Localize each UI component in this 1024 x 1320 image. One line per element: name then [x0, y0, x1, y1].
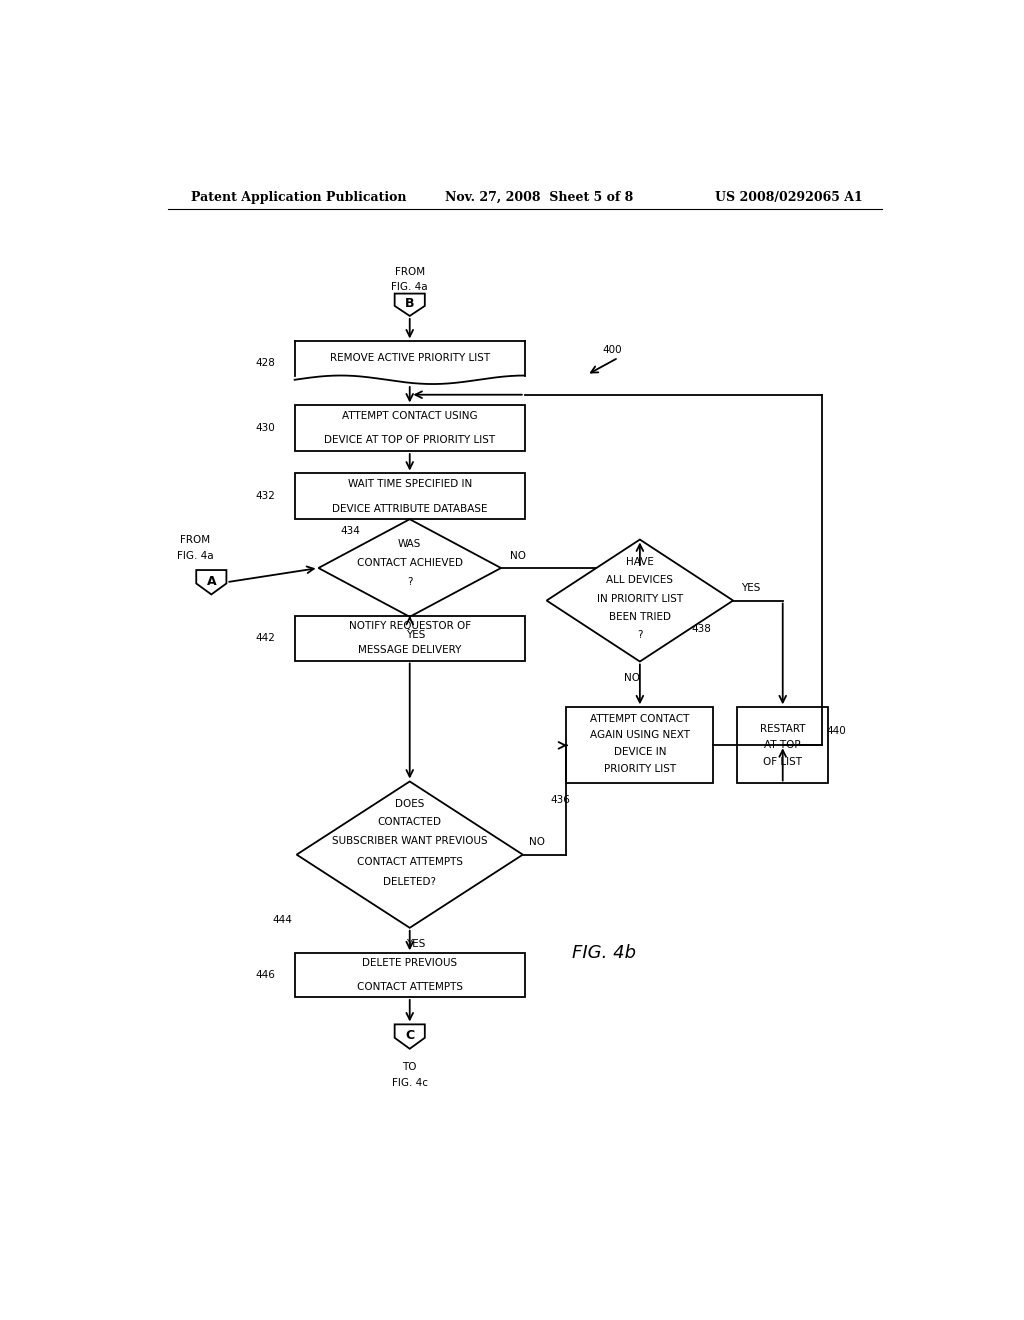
Text: WAIT TIME SPECIFIED IN: WAIT TIME SPECIFIED IN	[347, 479, 472, 490]
Text: ?: ?	[637, 630, 643, 640]
Text: FROM: FROM	[394, 267, 425, 277]
Bar	[566, 708, 714, 784]
Text: C: C	[406, 1028, 415, 1041]
Polygon shape	[318, 519, 501, 616]
Text: A: A	[207, 574, 216, 587]
Text: NOTIFY REQUESTOR OF: NOTIFY REQUESTOR OF	[348, 620, 471, 631]
Text: DEVICE AT TOP OF PRIORITY LIST: DEVICE AT TOP OF PRIORITY LIST	[325, 436, 496, 445]
Text: 442: 442	[255, 634, 274, 643]
Text: DELETED?: DELETED?	[383, 876, 436, 887]
Bar	[295, 615, 525, 660]
Text: 430: 430	[255, 424, 274, 433]
Text: OF LIST: OF LIST	[763, 756, 802, 767]
Text: FIG. 4c: FIG. 4c	[392, 1078, 428, 1088]
Text: YES: YES	[407, 939, 426, 949]
Text: NO: NO	[624, 673, 640, 682]
Text: ?: ?	[407, 577, 413, 587]
Text: 434: 434	[340, 527, 360, 536]
Text: Nov. 27, 2008  Sheet 5 of 8: Nov. 27, 2008 Sheet 5 of 8	[445, 190, 634, 203]
Text: Patent Application Publication: Patent Application Publication	[191, 190, 407, 203]
Text: DOES: DOES	[395, 799, 424, 809]
Polygon shape	[547, 540, 733, 661]
Text: 440: 440	[826, 726, 847, 737]
Text: REMOVE ACTIVE PRIORITY LIST: REMOVE ACTIVE PRIORITY LIST	[330, 352, 489, 363]
Text: 428: 428	[255, 358, 274, 368]
Text: YES: YES	[741, 583, 760, 593]
Text: FIG. 4b: FIG. 4b	[572, 944, 636, 962]
Text: AT TOP: AT TOP	[764, 741, 801, 750]
Text: RESTART: RESTART	[760, 725, 806, 734]
Text: NO: NO	[510, 550, 526, 561]
Text: ATTEMPT CONTACT: ATTEMPT CONTACT	[590, 714, 689, 723]
Text: AGAIN USING NEXT: AGAIN USING NEXT	[590, 730, 690, 741]
Text: 446: 446	[255, 970, 274, 979]
Text: ATTEMPT CONTACT USING: ATTEMPT CONTACT USING	[342, 411, 477, 421]
Text: CONTACT ATTEMPTS: CONTACT ATTEMPTS	[356, 982, 463, 993]
Text: WAS: WAS	[398, 539, 422, 549]
Text: NO: NO	[529, 837, 545, 847]
Text: 444: 444	[272, 915, 293, 925]
Text: FROM: FROM	[180, 535, 211, 545]
Polygon shape	[394, 1024, 425, 1049]
Text: SUBSCRIBER WANT PREVIOUS: SUBSCRIBER WANT PREVIOUS	[332, 837, 487, 846]
Text: MESSAGE DELIVERY: MESSAGE DELIVERY	[358, 645, 462, 655]
Text: DEVICE ATTRIBUTE DATABASE: DEVICE ATTRIBUTE DATABASE	[332, 503, 487, 513]
Text: IN PRIORITY LIST: IN PRIORITY LIST	[597, 594, 683, 603]
Text: 432: 432	[255, 491, 274, 502]
Text: 400: 400	[602, 346, 622, 355]
Text: ALL DEVICES: ALL DEVICES	[606, 576, 674, 585]
Text: YES: YES	[407, 630, 426, 640]
Text: US 2008/0292065 A1: US 2008/0292065 A1	[715, 190, 863, 203]
Text: PRIORITY LIST: PRIORITY LIST	[604, 764, 676, 774]
Text: B: B	[404, 297, 415, 310]
Bar	[295, 953, 525, 997]
Text: BEEN TRIED: BEEN TRIED	[609, 611, 671, 622]
Bar	[295, 405, 525, 451]
Text: 436: 436	[551, 795, 570, 805]
Polygon shape	[394, 293, 425, 315]
Text: HAVE: HAVE	[626, 557, 653, 566]
Polygon shape	[197, 570, 226, 594]
Text: CONTACT ATTEMPTS: CONTACT ATTEMPTS	[356, 857, 463, 867]
Text: DEVICE IN: DEVICE IN	[613, 747, 667, 758]
Text: DELETE PREVIOUS: DELETE PREVIOUS	[362, 958, 458, 968]
Text: 438: 438	[692, 624, 712, 634]
Text: CONTACT ACHIEVED: CONTACT ACHIEVED	[356, 558, 463, 568]
Polygon shape	[297, 781, 523, 928]
Text: FIG. 4a: FIG. 4a	[391, 282, 428, 293]
Text: TO: TO	[402, 1063, 417, 1072]
Bar	[737, 708, 828, 784]
Text: CONTACTED: CONTACTED	[378, 817, 441, 828]
Bar	[295, 474, 525, 519]
Text: FIG. 4a: FIG. 4a	[177, 550, 214, 561]
